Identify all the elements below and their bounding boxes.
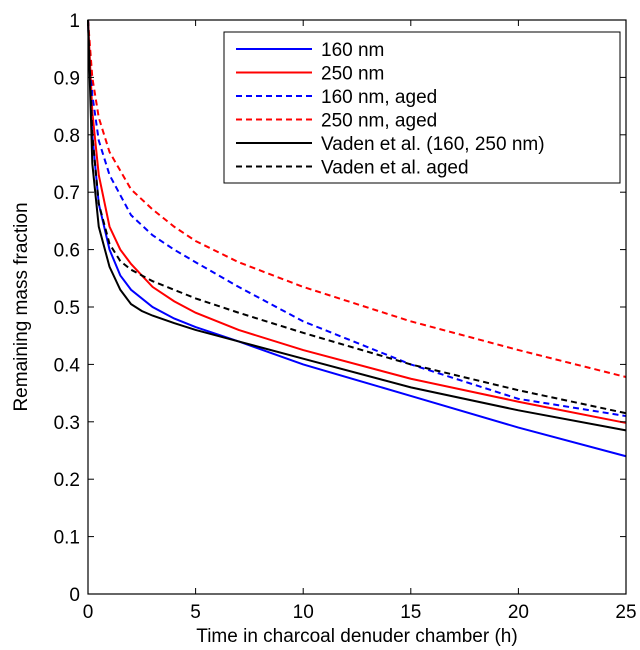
x-tick-label: 25	[615, 602, 636, 623]
legend-label: 160 nm, aged	[321, 87, 437, 108]
y-tick-label: 0	[69, 585, 80, 606]
x-tick-label: 0	[83, 602, 94, 623]
legend-label: 250 nm	[321, 64, 384, 85]
x-tick-label: 10	[293, 602, 314, 623]
y-tick-label: 0.5	[54, 298, 80, 319]
x-axis-label: Time in charcoal denuder chamber (h)	[196, 626, 517, 647]
legend-label: 160 nm	[321, 40, 384, 61]
y-tick-label: 0.8	[54, 126, 80, 147]
y-tick-label: 0.4	[54, 355, 81, 376]
series-line-5	[87, 19, 627, 432]
x-tick-label: 15	[400, 602, 421, 623]
axes-layer: 0 5 10 15 20 25 0 0.1 0.2 0.3 0.4 0.5 0.6 0.7 0.8 0.9 1	[54, 11, 637, 623]
y-tick-label: 0.1	[54, 528, 80, 549]
y-tick-label: 1	[69, 11, 80, 32]
x-tick-label: 20	[508, 602, 529, 623]
y-tick-label: 0.7	[54, 183, 80, 204]
legend-label: Vaden et al. (160, 250 nm)	[321, 134, 545, 155]
series-line-6	[87, 19, 627, 415]
series-layer	[87, 19, 627, 458]
y-tick-label: 0.9	[54, 68, 80, 89]
legend-box	[223, 31, 621, 184]
series-line-4	[87, 19, 627, 378]
series-line-2	[87, 19, 627, 424]
y-tick-label: 0.2	[54, 470, 80, 491]
x-tick-label: 5	[190, 602, 201, 623]
y-tick-label: 0.3	[54, 413, 80, 434]
y-axis-label: Remaining mass fraction	[11, 202, 32, 411]
legend-label: 250 nm, aged	[321, 111, 437, 132]
legend-label: Vaden et al. aged	[321, 158, 469, 179]
y-tick-label: 0.6	[54, 241, 80, 262]
